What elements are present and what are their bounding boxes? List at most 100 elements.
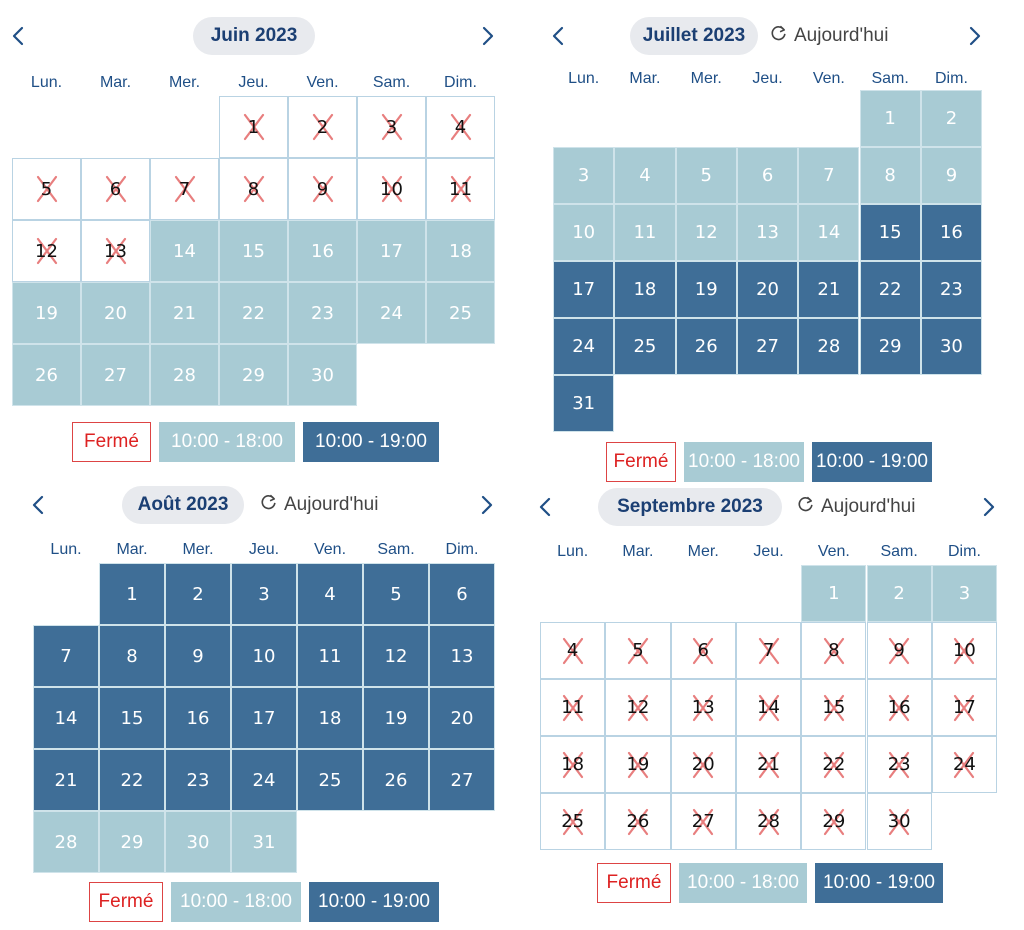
day-cell[interactable]: 17 [553,261,615,318]
day-cell[interactable]: 12 [605,679,671,736]
day-cell[interactable]: 26 [675,318,737,375]
day-cell[interactable]: 2 [165,563,231,625]
day-cell[interactable]: 13 [429,625,495,687]
day-cell[interactable]: 22 [801,736,867,793]
day-cell[interactable]: 6 [429,563,495,625]
day-cell[interactable]: 20 [736,261,799,318]
day-cell[interactable]: 3 [357,96,426,158]
day-cell[interactable]: 10 [357,158,426,220]
day-cell[interactable]: 17 [931,679,998,736]
day-cell[interactable]: 2 [866,565,932,622]
day-cell[interactable]: 8 [859,147,921,204]
day-cell[interactable]: 6 [736,147,799,204]
day-cell[interactable]: 1 [99,563,165,625]
day-cell[interactable]: 5 [12,158,81,220]
day-cell[interactable]: 21 [150,282,219,344]
day-cell[interactable]: 22 [859,261,921,318]
day-cell[interactable]: 12 [675,204,737,261]
day-cell[interactable]: 8 [219,158,288,220]
day-cell[interactable]: 28 [150,344,219,406]
day-cell[interactable]: 5 [605,622,671,679]
day-cell[interactable]: 28 [33,811,99,873]
day-cell[interactable]: 7 [150,158,219,220]
day-cell[interactable]: 7 [798,147,860,204]
day-cell[interactable]: 7 [33,625,99,687]
day-cell[interactable]: 20 [670,736,736,793]
day-cell[interactable]: 4 [297,563,363,625]
day-cell[interactable]: 23 [866,736,932,793]
day-cell[interactable]: 23 [165,749,231,811]
day-cell[interactable]: 3 [231,563,297,625]
day-cell[interactable]: 29 [99,811,165,873]
day-cell[interactable]: 1 [219,96,288,158]
day-cell[interactable]: 24 [931,736,998,793]
day-cell[interactable]: 9 [920,147,983,204]
day-cell[interactable]: 3 [553,147,615,204]
today-button[interactable]: Aujourd'hui [260,493,378,517]
day-cell[interactable]: 16 [920,204,983,261]
day-cell[interactable]: 12 [12,220,81,282]
day-cell[interactable]: 27 [429,749,495,811]
day-cell[interactable]: 12 [363,625,429,687]
day-cell[interactable]: 26 [363,749,429,811]
day-cell[interactable]: 24 [553,318,615,375]
day-cell[interactable]: 16 [866,679,932,736]
day-cell[interactable]: 20 [429,687,495,749]
day-cell[interactable]: 15 [99,687,165,749]
day-cell[interactable]: 9 [866,622,932,679]
day-cell[interactable]: 31 [553,375,615,432]
day-cell[interactable]: 28 [798,318,860,375]
day-cell[interactable]: 23 [288,282,357,344]
day-cell[interactable]: 21 [735,736,802,793]
day-cell[interactable]: 25 [426,282,495,344]
day-cell[interactable]: 26 [12,344,81,406]
day-cell[interactable]: 17 [231,687,297,749]
day-cell[interactable]: 8 [801,622,867,679]
next-month-button[interactable] [474,492,500,518]
day-cell[interactable]: 18 [614,261,676,318]
day-cell[interactable]: 29 [859,318,921,375]
day-cell[interactable]: 27 [736,318,799,375]
day-cell[interactable]: 2 [288,96,357,158]
day-cell[interactable]: 14 [735,679,802,736]
prev-month-button[interactable] [5,23,31,49]
day-cell[interactable]: 14 [150,220,219,282]
day-cell[interactable]: 7 [735,622,802,679]
day-cell[interactable]: 11 [540,679,606,736]
day-cell[interactable]: 30 [866,793,932,850]
day-cell[interactable]: 18 [540,736,606,793]
day-cell[interactable]: 10 [931,622,998,679]
today-button[interactable]: Aujourd'hui [797,495,915,519]
day-cell[interactable]: 15 [859,204,921,261]
day-cell[interactable]: 14 [798,204,860,261]
day-cell[interactable]: 3 [931,565,998,622]
day-cell[interactable]: 9 [288,158,357,220]
day-cell[interactable]: 2 [920,90,983,147]
day-cell[interactable]: 17 [357,220,426,282]
day-cell[interactable]: 29 [801,793,867,850]
day-cell[interactable]: 29 [219,344,288,406]
day-cell[interactable]: 5 [363,563,429,625]
day-cell[interactable]: 6 [81,158,150,220]
day-cell[interactable]: 24 [357,282,426,344]
day-cell[interactable]: 4 [540,622,606,679]
next-month-button[interactable] [475,23,501,49]
day-cell[interactable]: 10 [553,204,615,261]
day-cell[interactable]: 22 [99,749,165,811]
day-cell[interactable]: 1 [859,90,921,147]
day-cell[interactable]: 26 [605,793,671,850]
day-cell[interactable]: 19 [605,736,671,793]
day-cell[interactable]: 13 [736,204,799,261]
day-cell[interactable]: 21 [798,261,860,318]
day-cell[interactable]: 19 [363,687,429,749]
prev-month-button[interactable] [25,492,51,518]
day-cell[interactable]: 16 [165,687,231,749]
day-cell[interactable]: 6 [670,622,736,679]
day-cell[interactable]: 30 [288,344,357,406]
day-cell[interactable]: 24 [231,749,297,811]
day-cell[interactable]: 22 [219,282,288,344]
day-cell[interactable]: 11 [426,158,495,220]
day-cell[interactable]: 18 [297,687,363,749]
day-cell[interactable]: 11 [297,625,363,687]
day-cell[interactable]: 28 [735,793,802,850]
